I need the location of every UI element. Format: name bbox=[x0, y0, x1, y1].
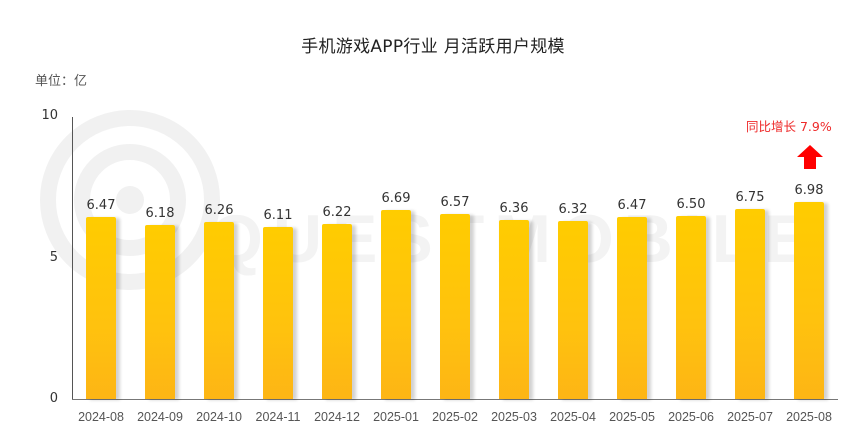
x-tick-label: 2024-09 bbox=[137, 410, 183, 424]
x-tick-label: 2025-06 bbox=[668, 410, 714, 424]
x-tick-label: 2025-02 bbox=[432, 410, 478, 424]
value-label: 6.75 bbox=[735, 189, 765, 205]
x-tick-label: 2025-07 bbox=[727, 410, 773, 424]
x-tick-label: 2024-12 bbox=[314, 410, 360, 424]
bar-2025-07 bbox=[735, 208, 765, 399]
x-tick-label: 2025-04 bbox=[550, 410, 596, 424]
y-tick-5: 5 bbox=[49, 250, 58, 265]
chart-title: 手机游戏APP行业 月活跃用户规模 bbox=[301, 37, 565, 57]
value-label: 6.69 bbox=[381, 191, 411, 207]
value-label: 6.57 bbox=[440, 194, 470, 210]
value-label: 6.18 bbox=[145, 205, 175, 221]
value-label: 6.50 bbox=[676, 196, 706, 212]
x-tick-label: 2024-08 bbox=[78, 410, 124, 424]
bar-2025-02 bbox=[440, 213, 470, 399]
bar-2024-12 bbox=[322, 223, 352, 399]
x-tick-label: 2025-05 bbox=[609, 410, 655, 424]
y-tick-0: 0 bbox=[49, 391, 58, 406]
x-tick-label: 2024-10 bbox=[196, 410, 242, 424]
value-label: 6.36 bbox=[499, 200, 529, 216]
bar-2025-05 bbox=[617, 216, 647, 399]
y-tick-10: 10 bbox=[41, 108, 58, 123]
value-label: 6.11 bbox=[263, 207, 293, 223]
yoy-growth-annotation: 同比增长 7.9% bbox=[746, 119, 832, 134]
bar-2024-09 bbox=[145, 224, 175, 399]
bar-2025-08 bbox=[794, 202, 824, 399]
unit-label: 单位：亿 bbox=[35, 74, 88, 89]
up-arrow-icon bbox=[797, 145, 823, 169]
x-tick-label: 2025-01 bbox=[373, 410, 419, 424]
y-axis-line bbox=[72, 117, 73, 400]
value-label: 6.98 bbox=[794, 183, 824, 199]
x-tick-label: 2025-03 bbox=[491, 410, 537, 424]
x-axis-line bbox=[72, 399, 838, 400]
bar-2024-10 bbox=[204, 222, 234, 399]
value-label: 6.47 bbox=[86, 197, 116, 213]
bar-2025-03 bbox=[499, 219, 529, 399]
bar-2025-04 bbox=[558, 220, 588, 399]
bar-2025-06 bbox=[676, 215, 706, 399]
x-tick-label: 2024-11 bbox=[255, 410, 301, 424]
bar-2024-08 bbox=[86, 216, 116, 399]
x-tick-label: 2025-08 bbox=[786, 410, 832, 424]
value-label: 6.47 bbox=[617, 197, 647, 213]
value-label: 6.22 bbox=[322, 204, 352, 220]
value-label: 6.32 bbox=[558, 201, 588, 217]
value-label: 6.26 bbox=[204, 203, 234, 219]
bar-2024-11 bbox=[263, 226, 293, 399]
bar-2025-01 bbox=[381, 210, 411, 399]
